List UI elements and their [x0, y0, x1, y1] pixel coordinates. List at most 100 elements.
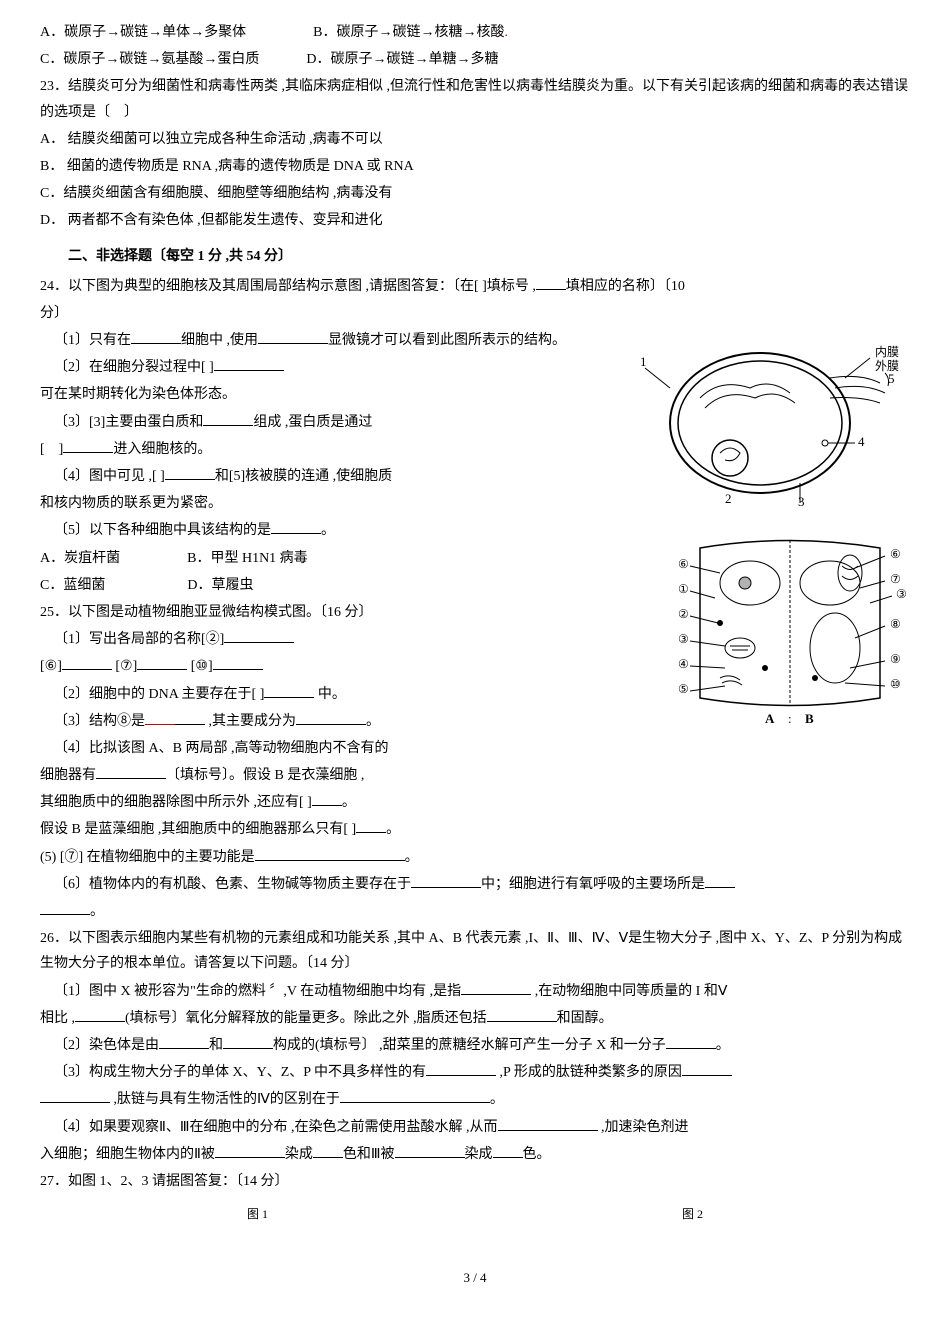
- fig-caption-1: 图 1: [247, 1204, 268, 1226]
- q24-1: 〔1〕只有在细胞中 ,使用显微镜才可以看到此图所表示的结构。: [40, 328, 600, 353]
- q25-4a: 〔4〕比拟该图 A、B 两局部 ,高等动物细胞内不含有的: [40, 736, 600, 761]
- q26-3d-text: 。: [490, 1092, 504, 1107]
- q24-1b: 细胞中 ,使用: [181, 333, 258, 348]
- svg-text:4: 4: [858, 434, 865, 449]
- q24-5: 〔5〕以下各种细胞中具该结构的是 。: [40, 518, 600, 543]
- red-dot: .: [504, 25, 508, 40]
- q26-2c: 构成的(填标号〕 ,甜菜里的蔗糖经水解可产生一分子 X 和一分子: [273, 1038, 666, 1053]
- q24-opt-a: A．炭疽杆菌: [40, 551, 120, 566]
- q22-row2: C．碳原子→碳链→氨基酸→蛋白质 D．碳原子→碳链→单糖→多糖: [40, 47, 910, 72]
- svg-text::: :: [788, 711, 792, 726]
- svg-text:外膜: 外膜: [875, 359, 899, 373]
- q26-1b: ,在动物细胞中同等质量的 I 和Ⅴ: [531, 984, 727, 999]
- q25-6c: 。: [40, 899, 910, 924]
- q25-4b-text: 细胞器有: [40, 768, 96, 783]
- q25-6c-text: 。: [90, 904, 104, 919]
- q24-4b-text: 和[5]核被膜的连通 ,使细胞质: [215, 469, 392, 484]
- q23-d: D． 两者都不含有染色体 ,但都能发生遗传、变异和进化: [40, 208, 910, 233]
- q26-4g-text: 色。: [523, 1147, 551, 1162]
- q25-5: (5) [⑦] 在植物细胞中的主要功能是。: [40, 845, 910, 870]
- q26-3: 〔3〕构成生物大分子的单体 X、Y、Z、P 中不具多样性的有 ,P 形成的肽链种…: [40, 1060, 910, 1085]
- q25-1d: [⑩]: [191, 659, 213, 674]
- q25-4f-text: 假设 B 是蓝藻细胞 ,其细胞质中的细胞器那么只有[ ]: [40, 822, 356, 837]
- q22-d: D．碳原子→碳链→单糖→多糖: [306, 52, 498, 67]
- q24-4a-text: 〔4〕图中可见 ,[ ]: [54, 469, 165, 484]
- q24-3a: 〔3〕[3]主要由蛋白质和组成 ,蛋白质是通过: [40, 410, 600, 435]
- q24-4c: 和核内物质的联系更为紧密。: [40, 491, 600, 516]
- q26-3c: ,肽链与具有生物活性的Ⅳ的区别在于 。: [40, 1087, 910, 1112]
- q25-3c: 。: [366, 714, 380, 729]
- q25-2a: 〔2〕细胞中的 DNA 主要存在于[ ]: [54, 687, 264, 702]
- q24-4a: 〔4〕图中可见 ,[ ] 和[5]核被膜的连通 ,使细胞质: [40, 464, 600, 489]
- svg-text:⑤: ⑤: [678, 682, 689, 696]
- svg-text:⑥: ⑥: [678, 557, 689, 571]
- q26-4c-text: 入细胞；细胞生物体内的Ⅱ被: [40, 1147, 215, 1162]
- svg-text:2: 2: [725, 491, 732, 506]
- q26-3c-text: ,肽链与具有生物活性的Ⅳ的区别在于: [110, 1092, 340, 1107]
- q26-stem: 26．以下图表示细胞内某些有机物的元素组成和功能关系 ,其中 A、B 代表元素 …: [40, 926, 910, 976]
- svg-text:B: B: [805, 711, 814, 726]
- svg-text:⑦: ⑦: [890, 572, 901, 586]
- svg-text:内膜: 内膜: [875, 345, 899, 359]
- q23-b: B． 细菌的遗传物质是 RNA ,病毒的遗传物质是 DNA 或 RNA: [40, 154, 910, 179]
- svg-text:③: ③: [678, 632, 689, 646]
- q26-1: 〔1〕图中 X 被形容为"生命的燃料 〞,V 在动植物细胞中均有 ,是指 ,在动…: [40, 979, 910, 1004]
- q25-1-row2: [⑥] [⑦] [⑩]: [40, 654, 600, 679]
- section2-title: 二、非选择题〔每空 1 分 ,共 54 分〕: [40, 244, 910, 269]
- q26-2: 〔2〕染色体是由 和 构成的(填标号〕 ,甜菜里的蔗糖经水解可产生一分子 X 和一分…: [40, 1033, 910, 1058]
- q24-opt-c: C．蓝细菌: [40, 578, 105, 593]
- q24-3b-text: 组成 ,蛋白质是通过: [253, 415, 372, 430]
- q24-stem-a: 24．以下图为典型的细胞核及其周围局部结构示意图 ,请据图答复：〔在[ ]填标号…: [40, 279, 536, 294]
- q24-5a-text: 〔5〕以下各种细胞中具该结构的是: [54, 523, 271, 538]
- q23-stem: 23．结膜炎可分为细菌性和病毒性两类 ,其临床病症相似 ,但流行性和危害性以病毒…: [40, 74, 910, 124]
- q26-2d: 。: [716, 1038, 730, 1053]
- svg-text:5: 5: [888, 371, 895, 386]
- q26-3a: 〔3〕构成生物大分子的单体 X、Y、Z、P 中不具多样性的有: [54, 1065, 426, 1080]
- q25-3: 〔3〕结构⑧是 ,其主要成分为 。: [40, 709, 600, 734]
- q25-4c-text: 〔填标号〕。假设 B 是衣藻细胞 ,: [166, 768, 364, 783]
- q24-3c-text: [ ]: [40, 442, 63, 457]
- svg-text:⑥: ⑥: [890, 547, 901, 561]
- q25-stem: 25．以下图是动植物细胞亚显微结构模式图。〔16 分〕: [40, 600, 600, 625]
- q26-4d-text: 染成: [285, 1147, 313, 1162]
- q24-opts-2: C．蓝细菌 D．草履虫: [40, 573, 600, 598]
- fig-captions: 图 1 图 2: [40, 1204, 910, 1226]
- figure-nucleus: 1 2 3 4 5 内膜 外膜: [630, 328, 910, 508]
- q26-4b: ,加速染色剂进: [598, 1120, 689, 1135]
- q25-4f: 假设 B 是蓝藻细胞 ,其细胞质中的细胞器那么只有[ ] 。: [40, 817, 600, 842]
- q24-stem: 24．以下图为典型的细胞核及其周围局部结构示意图 ,请据图答复：〔在[ ]填标号…: [40, 274, 910, 299]
- q25-4g-text: 。: [386, 822, 400, 837]
- q22-a: A．碳原子→碳链→单体→多聚体: [40, 25, 246, 40]
- q26-4a: 〔4〕如果要观察Ⅱ、Ⅲ在细胞中的分布 ,在染色之前需使用盐酸水解 ,从而: [54, 1120, 498, 1135]
- q24-3c: [ ] 进入细胞核的。: [40, 437, 600, 462]
- q25-6: 〔6〕植物体内的有机酸、色素、生物碱等物质主要存在于中；细胞进行有氧呼吸的主要场…: [40, 872, 910, 897]
- q25-5b: 。: [405, 850, 419, 865]
- q24-2a: 〔2〕在细胞分裂过程中[ ]: [40, 355, 600, 380]
- page-number: 3 / 4: [40, 1266, 910, 1289]
- q25-3b: ,其主要成分为: [205, 714, 296, 729]
- q25-3a: 〔3〕结构⑧是: [54, 714, 145, 729]
- svg-text:⑧: ⑧: [890, 617, 901, 631]
- q24-3d-text: 进入细胞核的。: [113, 442, 211, 457]
- svg-text:④: ④: [678, 657, 689, 671]
- q23-a: A． 结膜炎细菌可以独立完成各种生命活动 ,病毒不可以: [40, 127, 910, 152]
- q26-2a: 〔2〕染色体是由: [54, 1038, 159, 1053]
- svg-text:1: 1: [640, 354, 647, 369]
- fig-caption-2: 图 2: [682, 1204, 703, 1226]
- q26-4f-text: 染成: [465, 1147, 493, 1162]
- q24-2a-text: 〔2〕在细胞分裂过程中[ ]: [54, 360, 214, 375]
- q26-1c-text: 相比 ,: [40, 1011, 75, 1026]
- q22-row1: A．碳原子→碳链→单体→多聚体 B．碳原子→碳链→核糖→核酸.: [40, 20, 910, 45]
- q26-1a: 〔1〕图中 X 被形容为"生命的燃料 〞,V 在动植物细胞中均有 ,是指: [54, 984, 461, 999]
- q25-6b: 中；细胞进行有氧呼吸的主要场所是: [481, 877, 705, 892]
- q26-1e-text: 和固醇。: [557, 1011, 613, 1026]
- svg-text:3: 3: [798, 494, 805, 508]
- q22-c: C．碳原子→碳链→氨基酸→蛋白质: [40, 52, 259, 67]
- q26-2b: 和: [209, 1038, 223, 1053]
- q24-5b-text: 。: [321, 523, 335, 538]
- q26-3b: ,P 形成的肽链种类繁多的原因: [496, 1065, 682, 1080]
- q25-2: 〔2〕细胞中的 DNA 主要存在于[ ] 中。: [40, 682, 600, 707]
- q24-2b: 可在某时期转化为染色体形态。: [40, 382, 600, 407]
- q25-4d: 其细胞质中的细胞器除图中所示外 ,还应有[ ]。: [40, 790, 600, 815]
- q25-1b: [⑥]: [40, 659, 62, 674]
